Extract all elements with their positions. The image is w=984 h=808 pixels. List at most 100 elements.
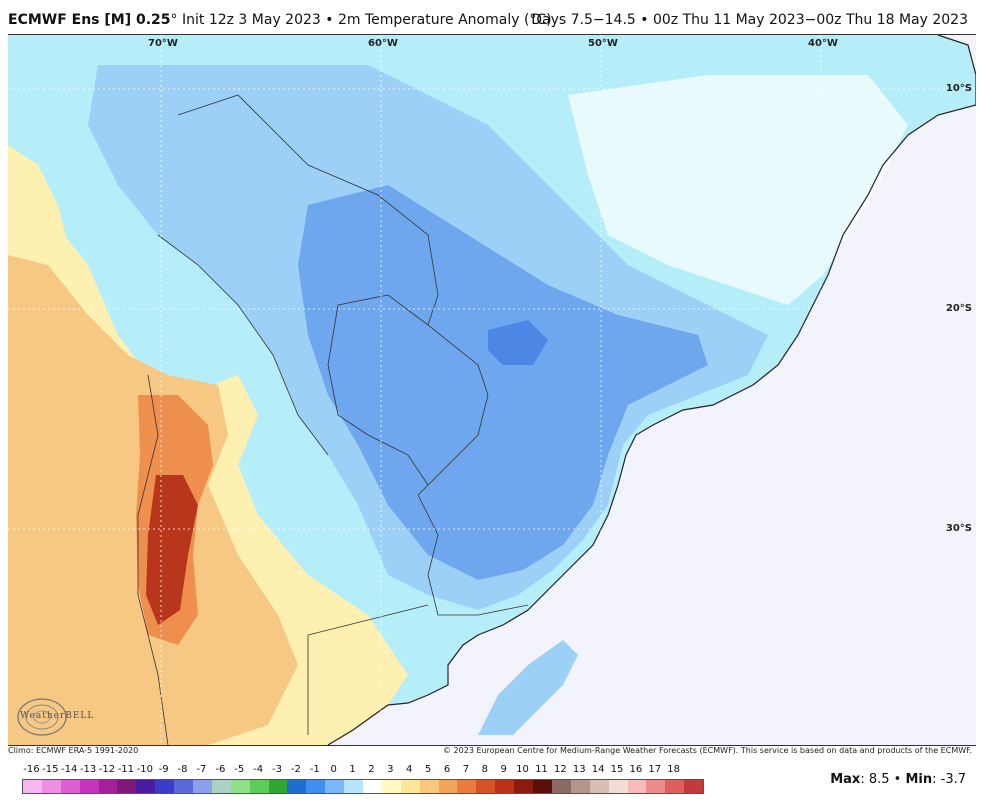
colorbar-swatch xyxy=(344,780,364,793)
colorbar-tick-label: 13 xyxy=(572,764,586,775)
stats-separator: • xyxy=(889,772,906,787)
title: ECMWF Ens [M] 0.25° Init 12z 3 May 2023 … xyxy=(8,12,552,28)
colorbar-swatch xyxy=(41,780,61,793)
max-min-stats: Max: 8.5 • Min: -3.7 xyxy=(830,772,966,787)
colorbar-tick-label: -14 xyxy=(61,764,78,775)
country-borders xyxy=(137,94,529,745)
colorbar-swatch xyxy=(665,780,685,793)
colorbar-swatch xyxy=(79,780,99,793)
colorbar-swatch xyxy=(174,780,194,793)
lon-label-50w: 50°W xyxy=(588,38,618,49)
colorbar-swatch xyxy=(381,780,401,793)
map-canvas xyxy=(8,35,976,745)
coastline xyxy=(327,35,976,745)
lat-label-20s: 20°S xyxy=(945,303,972,314)
colorbar-swatch xyxy=(193,780,212,793)
colorbar-swatch xyxy=(249,780,269,793)
min-label: Min xyxy=(905,772,933,787)
colorbar-tick-label: 18 xyxy=(667,764,681,775)
header: ECMWF Ens [M] 0.25° Init 12z 3 May 2023 … xyxy=(0,0,984,34)
offshore-cool-patch xyxy=(478,640,578,735)
colorbar-tick-label: 7 xyxy=(462,764,470,775)
warm-anomaly-peru-coast xyxy=(8,145,68,265)
anomaly-map xyxy=(8,34,976,746)
copyright-note: © 2023 European Centre for Medium-Range … xyxy=(443,746,972,755)
cool-anomaly-strong xyxy=(298,185,708,580)
colorbar-swatch xyxy=(230,780,250,793)
colorbar-tick-label: 11 xyxy=(535,764,548,775)
colorbar-tick-label: -11 xyxy=(117,764,135,775)
colorbar-swatch xyxy=(23,780,42,793)
colorbar-tick-label: 5 xyxy=(424,764,432,775)
colorbar-swatch xyxy=(306,780,326,793)
colorbar-tick-label: -12 xyxy=(98,764,116,775)
valid-period: Days 7.5−14.5 • 00z Thu 11 May 2023−00z … xyxy=(531,12,968,28)
colorbar-tick-label: 17 xyxy=(648,764,662,775)
colorbar-swatch xyxy=(287,780,307,793)
colorbar-swatch xyxy=(419,780,439,793)
colorbar-tick-label: 2 xyxy=(368,764,375,775)
colorbar-tick-label: -10 xyxy=(136,764,153,775)
colorbar-tick-label: -7 xyxy=(196,764,207,775)
colorbar-tick-label: 12 xyxy=(553,764,567,775)
colorbar-swatch xyxy=(589,780,609,793)
init-variable: Init 12z 3 May 2023 • 2m Temperature Ano… xyxy=(177,12,552,28)
colorbar-tick-label: -15 xyxy=(42,764,59,775)
warm-anomaly-peak xyxy=(146,475,198,625)
colorbar-tick-label: 8 xyxy=(481,764,488,775)
colorbar-tick-label: -6 xyxy=(215,764,226,775)
colorbar-swatch xyxy=(268,780,288,793)
colorbar-swatch xyxy=(457,780,477,793)
colorbar-swatch xyxy=(476,780,496,793)
colorbar-swatch xyxy=(627,780,647,793)
colorbar-swatch xyxy=(495,780,515,793)
colorbar-swatch xyxy=(363,780,382,793)
colorbar-swatch xyxy=(211,780,231,793)
lon-label-60w: 60°W xyxy=(368,38,398,49)
min-value: : -3.7 xyxy=(932,772,966,787)
lon-label-40w: 40°W xyxy=(808,38,838,49)
colorbar-swatch xyxy=(646,780,666,793)
colorbar-tick-label: 16 xyxy=(629,764,643,775)
colorbar-tick-label: -3 xyxy=(272,764,282,775)
colorbar-tick-label: -8 xyxy=(177,764,188,775)
colorbar-swatch xyxy=(570,780,590,793)
climo-note: Climo: ECMWF ERA-5 1991-2020 xyxy=(8,746,139,755)
lat-label-30s: 30°S xyxy=(945,523,972,534)
colorbar-tick-label: 14 xyxy=(591,764,605,775)
lat-lon-grid xyxy=(8,35,976,745)
cool-anomaly-peak xyxy=(488,320,548,365)
colorbar-tick-label: -4 xyxy=(253,764,264,775)
max-value: : 8.5 xyxy=(860,772,890,787)
colorbar-tick-label: 1 xyxy=(349,764,356,775)
colorbar-swatch xyxy=(60,780,80,793)
colorbar-tick-label: -13 xyxy=(79,764,97,775)
colorbar-tick-label: 9 xyxy=(500,764,507,775)
logo-wordmark: WeatherBELL xyxy=(20,711,95,721)
colorbar-swatch xyxy=(136,780,156,793)
colorbar-tick-label: -9 xyxy=(158,764,169,775)
colorbar-tick-label: -1 xyxy=(309,764,320,775)
colorbar-swatch xyxy=(400,780,420,793)
near-neutral-area xyxy=(568,75,908,305)
colorbar: -16 -15 -14 -13 -12 -11 -10 -9 -8 -7 -6 -5 -4 -3 -2 -1 0… xyxy=(22,764,704,794)
colorbar-tick-label: 0 xyxy=(330,764,337,775)
degree-symbol: ° xyxy=(170,12,178,28)
colorbar-tick-label: 4 xyxy=(406,764,413,775)
colorbar-tick-label: -5 xyxy=(234,764,245,775)
lat-label-10s: 10°S xyxy=(945,83,972,94)
colorbar-tick-label: 15 xyxy=(610,764,624,775)
weatherbell-logo xyxy=(17,698,67,736)
colorbar-swatch xyxy=(117,780,137,793)
colorbar-swatch xyxy=(684,780,704,793)
colorbar-tick-label: 6 xyxy=(443,764,451,775)
max-label: Max xyxy=(830,772,861,787)
colorbar-swatch xyxy=(533,780,552,793)
colorbar-swatch xyxy=(325,780,345,793)
colorbar-swatch xyxy=(608,780,628,793)
colorbar-swatch xyxy=(438,780,458,793)
colorbar-tick-label: 10 xyxy=(516,764,529,775)
colorbar-tick-label: -16 xyxy=(23,764,40,775)
colorbar-tick-label: 3 xyxy=(387,764,394,775)
